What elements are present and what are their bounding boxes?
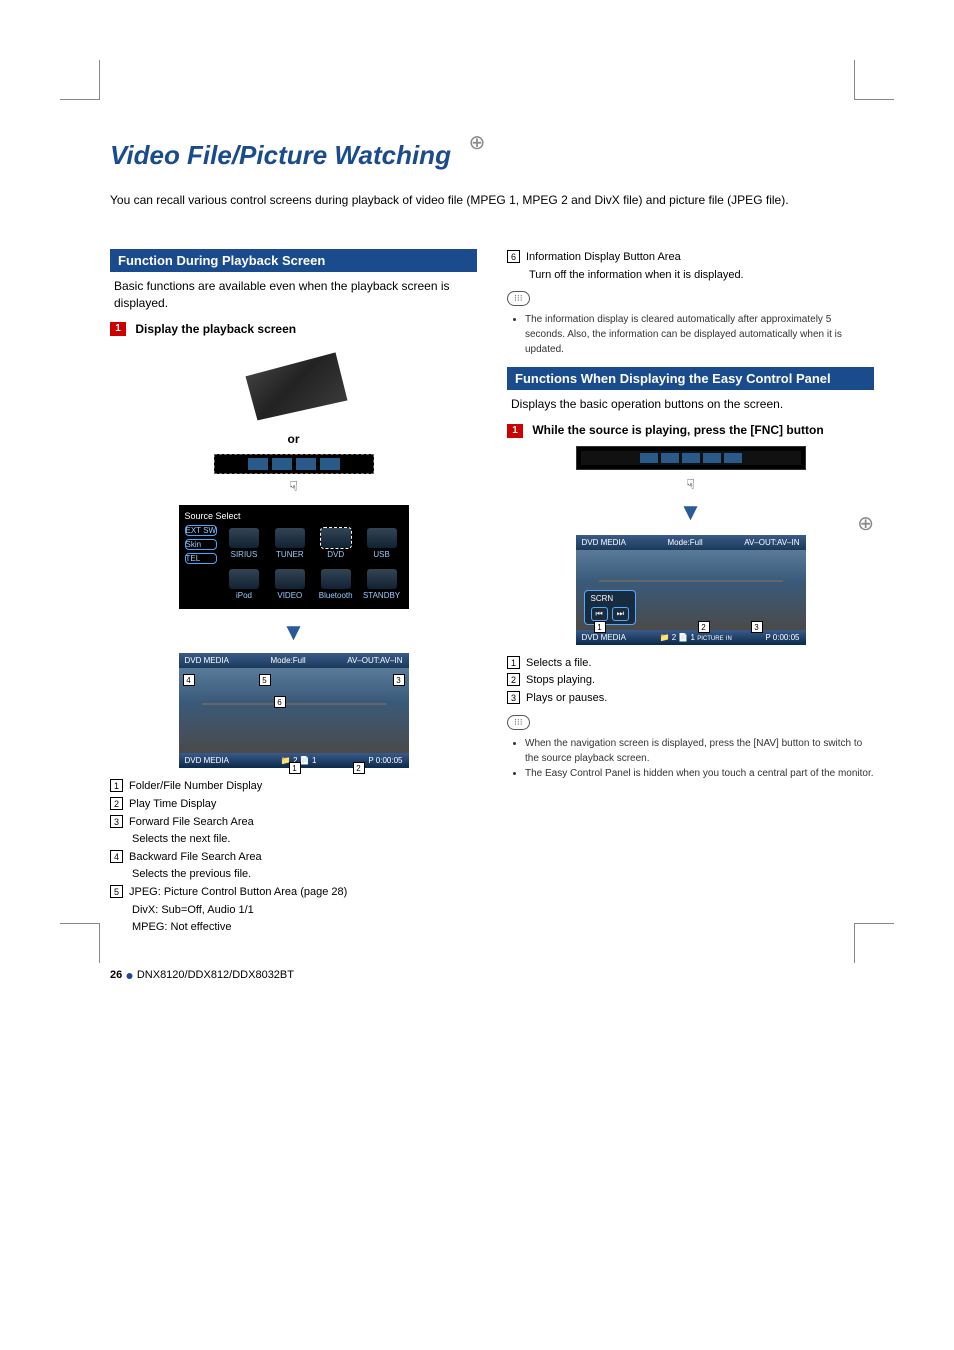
note-item: The Easy Control Panel is hidden when yo… — [525, 766, 874, 781]
or-label: or — [110, 432, 477, 446]
step-text: While the source is playing, press the [… — [532, 423, 823, 437]
note-item: When the navigation screen is displayed,… — [525, 736, 874, 766]
source-video: VIDEO — [277, 591, 302, 600]
prev-icon: ⏮ — [591, 607, 608, 621]
cursor-icon: ☟ — [110, 478, 477, 495]
easy-control-panel: SCRN ⏮ ⏭ — [584, 590, 636, 625]
crop-mark — [60, 60, 100, 100]
down-arrow-icon: ▼ — [507, 499, 874, 527]
section-subtext: Displays the basic operation buttons on … — [507, 396, 874, 413]
list-item: Folder/File Number Display — [129, 780, 262, 792]
source-ipod: iPod — [236, 591, 252, 600]
step-number: 1 — [110, 322, 126, 336]
list-item: Forward File Search Area — [129, 816, 254, 828]
source-tuner: TUNER — [276, 550, 304, 559]
playback-screen: DVD MEDIA Mode:Full AV–OUT:AV–IN 4 5 3 6… — [179, 653, 409, 768]
note-icon: ⁝⁝⁝ — [507, 291, 530, 306]
callout-list: 1Folder/File Number Display 2Play Time D… — [110, 778, 477, 936]
player-label-bottom: DVD MEDIA — [582, 633, 626, 642]
skin-button: Skin — [185, 539, 218, 550]
player-label-bottom: DVD MEDIA — [185, 756, 229, 765]
tel-button: TEL — [185, 553, 218, 564]
registration-mark-icon: ⊕ — [857, 511, 874, 536]
callout-4: 4 — [183, 674, 195, 686]
list-item: Backward File Search Area — [129, 851, 262, 863]
source-sirius: SIRIUS — [231, 550, 258, 559]
ext-sw-button: EXT SW — [185, 525, 218, 536]
note-item: The information display is cleared autom… — [525, 312, 874, 357]
player-avout: AV–OUT:AV–IN — [347, 656, 402, 665]
player-mode: Mode:Full — [271, 656, 306, 665]
callout-1: 1 — [289, 762, 301, 774]
list-item-sub: MPEG: Not effective — [132, 919, 477, 937]
note-icon: ⁝⁝⁝ — [507, 715, 530, 730]
page-title: Video File/Picture Watching — [110, 140, 874, 171]
player-mode: Mode:Full — [668, 538, 703, 547]
note-list: When the navigation screen is displayed,… — [515, 736, 874, 781]
cursor-icon: ☟ — [507, 476, 874, 493]
list-item: Stops playing. — [526, 674, 595, 686]
source-bluetooth: Bluetooth — [319, 591, 353, 600]
registration-mark-icon: ⊕ — [469, 130, 486, 155]
list-item: Information Display Button Area — [526, 251, 681, 263]
scrn-label: SCRN — [591, 594, 629, 603]
player-label: DVD MEDIA — [185, 656, 229, 665]
callout-1: 1 — [594, 621, 606, 633]
callout-2: 2 — [353, 762, 365, 774]
callout-list: 1Selects a file. 2Stops playing. 3Plays … — [507, 655, 874, 708]
list-item: Plays or pauses. — [526, 692, 607, 704]
top-menu-strip — [214, 454, 374, 474]
crop-mark — [854, 923, 894, 963]
section-subtext: Basic functions are available even when … — [110, 278, 477, 312]
footer-models: DNX8120/DDX812/DDX8032BT — [137, 969, 294, 981]
list-item: Selects a file. — [526, 657, 591, 669]
source-usb: USB — [373, 550, 389, 559]
callout-6: 6 — [274, 696, 286, 708]
step-number: 1 — [507, 424, 523, 438]
device-illustration — [234, 344, 354, 424]
list-item-sub: Turn off the information when it is disp… — [529, 267, 874, 285]
crop-mark — [60, 923, 100, 963]
source-standby: STANDBY — [363, 591, 400, 600]
player-label: DVD MEDIA — [582, 538, 626, 547]
list-item: Play Time Display — [129, 798, 216, 810]
callout-3: 3 — [393, 674, 405, 686]
player-avout: AV–OUT:AV–IN — [744, 538, 799, 547]
next-icon: ⏭ — [612, 607, 629, 621]
page-number: 26 — [110, 969, 122, 981]
list-item-sub: DivX: Sub=Off, Audio 1/1 — [132, 902, 477, 920]
source-dvd: DVD — [327, 550, 344, 559]
down-arrow-icon: ▼ — [110, 619, 477, 647]
page-footer: 26 ● DNX8120/DDX812/DDX8032BT — [110, 967, 874, 983]
list-item: JPEG: Picture Control Button Area (page … — [129, 886, 347, 898]
callout-5: 5 — [259, 674, 271, 686]
device-top-menu — [576, 446, 806, 470]
crop-mark — [854, 60, 894, 100]
list-item-sub: Selects the previous file. — [132, 866, 477, 884]
list-item-sub: Selects the next file. — [132, 831, 477, 849]
callout-2: 2 — [698, 621, 710, 633]
note-list: The information display is cleared autom… — [515, 312, 874, 357]
source-select-screen: Source Select EXT SW Skin TEL SIRIUS TUN… — [179, 505, 409, 609]
easy-control-screen: DVD MEDIA Mode:Full AV–OUT:AV–IN SCRN ⏮ … — [576, 535, 806, 645]
source-select-title: Source Select — [185, 511, 403, 521]
section-header-playback: Function During Playback Screen — [110, 249, 477, 272]
intro-text: You can recall various control screens d… — [110, 191, 874, 209]
callout-3: 3 — [751, 621, 763, 633]
step-text: Display the playback screen — [135, 322, 296, 336]
section-header-easy-panel: Functions When Displaying the Easy Contr… — [507, 367, 874, 390]
